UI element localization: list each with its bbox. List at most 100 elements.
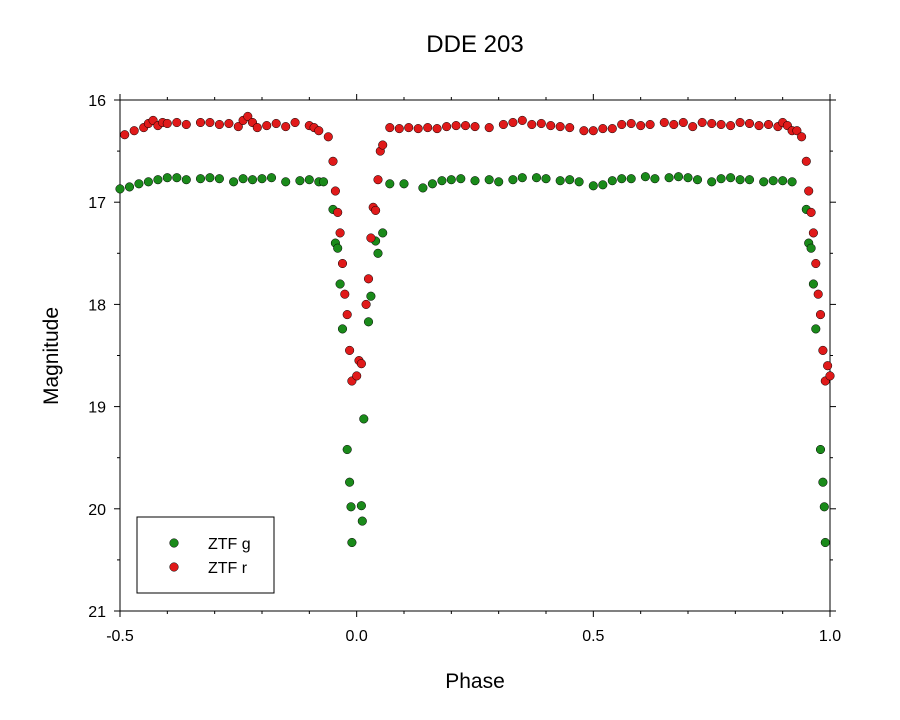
data-point-ztf-g [134, 179, 144, 189]
data-point-ztf-g [373, 248, 383, 258]
legend: ZTF g ZTF r [136, 516, 275, 594]
data-point-ztf-g [819, 502, 829, 512]
data-point-ztf-r [345, 345, 355, 355]
data-point-ztf-r [181, 119, 191, 130]
data-point-ztf-r [792, 126, 802, 136]
data-point-ztf-r [678, 117, 688, 128]
data-point-ztf-g [295, 176, 305, 186]
data-point-ztf-g [456, 174, 466, 184]
data-point-ztf-g [664, 173, 674, 183]
data-point-ztf-g [640, 172, 650, 182]
data-point-ztf-r [328, 156, 338, 166]
data-point-ztf-g [357, 516, 367, 526]
y-axis: 16 17 18 19 20 21 [88, 93, 836, 621]
data-point-ztf-r [129, 126, 139, 136]
data-point-ztf-r [697, 117, 707, 128]
data-point-ztf-r [565, 123, 575, 133]
data-point-ztf-g [818, 477, 828, 487]
data-point-ztf-r [484, 123, 494, 133]
data-point-ztf-g [650, 174, 660, 184]
data-point-ztf-g [808, 279, 818, 289]
data-point-ztf-r [352, 371, 362, 381]
data-point-ztf-r [763, 119, 774, 130]
data-point-ztf-r [342, 310, 352, 320]
data-point-ztf-r [636, 121, 646, 131]
data-point-ztf-r [378, 140, 388, 150]
x-tick-label: 1.0 [819, 628, 841, 645]
x-tick-label: 0.5 [582, 628, 604, 645]
data-point-ztf-r [726, 121, 736, 131]
data-point-ztf-g [574, 177, 584, 187]
data-point-ztf-g [124, 182, 135, 192]
data-point-ztf-r [281, 122, 291, 132]
data-point-ztf-g [385, 179, 395, 189]
data-point-ztf-r [470, 122, 480, 132]
data-point-ztf-r [314, 126, 324, 136]
data-point-ztf-r [818, 345, 828, 355]
data-point-ztf-r [806, 207, 816, 217]
data-point-ztf-r [735, 117, 745, 128]
data-point-ztf-g [541, 174, 551, 184]
data-point-ztf-g [418, 183, 428, 193]
data-point-ztf-g [555, 176, 565, 186]
legend-marker-r [169, 562, 179, 572]
data-point-ztf-g [266, 173, 277, 183]
data-point-ztf-r [498, 119, 508, 130]
data-point-ztf-g [494, 177, 504, 187]
data-point-ztf-r [205, 117, 215, 128]
data-points [115, 111, 835, 548]
data-point-ztf-g [359, 414, 369, 424]
data-point-ztf-g [820, 537, 830, 548]
data-point-ztf-g [565, 175, 575, 185]
data-point-ztf-r [825, 371, 835, 381]
data-point-ztf-g [333, 243, 343, 253]
data-point-ztf-g [335, 279, 345, 289]
data-point-ztf-r [363, 274, 374, 284]
data-point-ztf-r [214, 119, 224, 130]
data-point-ztf-g [281, 177, 291, 187]
data-point-ztf-r [385, 123, 395, 133]
data-point-ztf-r [361, 299, 371, 309]
data-point-ztf-r [323, 132, 333, 142]
data-point-ztf-r [371, 205, 381, 215]
data-point-ztf-r [120, 130, 130, 140]
y-tick-label: 20 [88, 502, 106, 519]
data-point-ztf-g [768, 176, 778, 186]
data-point-ztf-g [517, 173, 527, 183]
data-point-ztf-g [238, 174, 248, 184]
data-point-ztf-r [707, 118, 717, 129]
data-point-ztf-r [460, 121, 471, 131]
data-point-ztf-g [337, 324, 348, 334]
x-tick-label: -0.5 [106, 628, 134, 645]
data-point-ztf-r [607, 124, 617, 134]
legend-label-g: ZTF g [208, 536, 251, 553]
legend-marker-g [169, 538, 179, 548]
data-point-ztf-g [318, 177, 329, 187]
data-point-ztf-r [808, 228, 818, 238]
data-point-ztf-r [797, 132, 807, 142]
data-point-ztf-g [484, 175, 494, 185]
x-axis: -0.5 0.0 0.5 1.0 [106, 94, 841, 645]
data-point-ztf-r [442, 122, 452, 132]
data-point-ztf-g [346, 502, 356, 512]
data-point-ztf-g [446, 175, 456, 185]
data-point-ztf-r [233, 122, 243, 132]
data-point-ztf-g [115, 184, 125, 194]
data-point-ztf-r [546, 121, 556, 131]
data-point-ztf-r [617, 119, 627, 130]
y-tick-label: 16 [88, 93, 106, 110]
data-point-ztf-r [330, 186, 340, 196]
data-point-ztf-r [598, 124, 608, 134]
data-point-ztf-r [815, 310, 826, 320]
data-point-ztf-g [726, 173, 736, 183]
y-axis-label: Magnitude [40, 307, 63, 405]
data-point-ztf-g [366, 291, 376, 301]
data-point-ztf-g [229, 177, 239, 187]
data-point-ztf-g [716, 174, 726, 184]
data-point-ztf-r [224, 118, 234, 129]
data-point-ztf-r [527, 119, 537, 130]
x-axis-label: Phase [445, 670, 505, 693]
data-point-ztf-g [470, 176, 480, 186]
data-point-ztf-g [778, 176, 788, 186]
